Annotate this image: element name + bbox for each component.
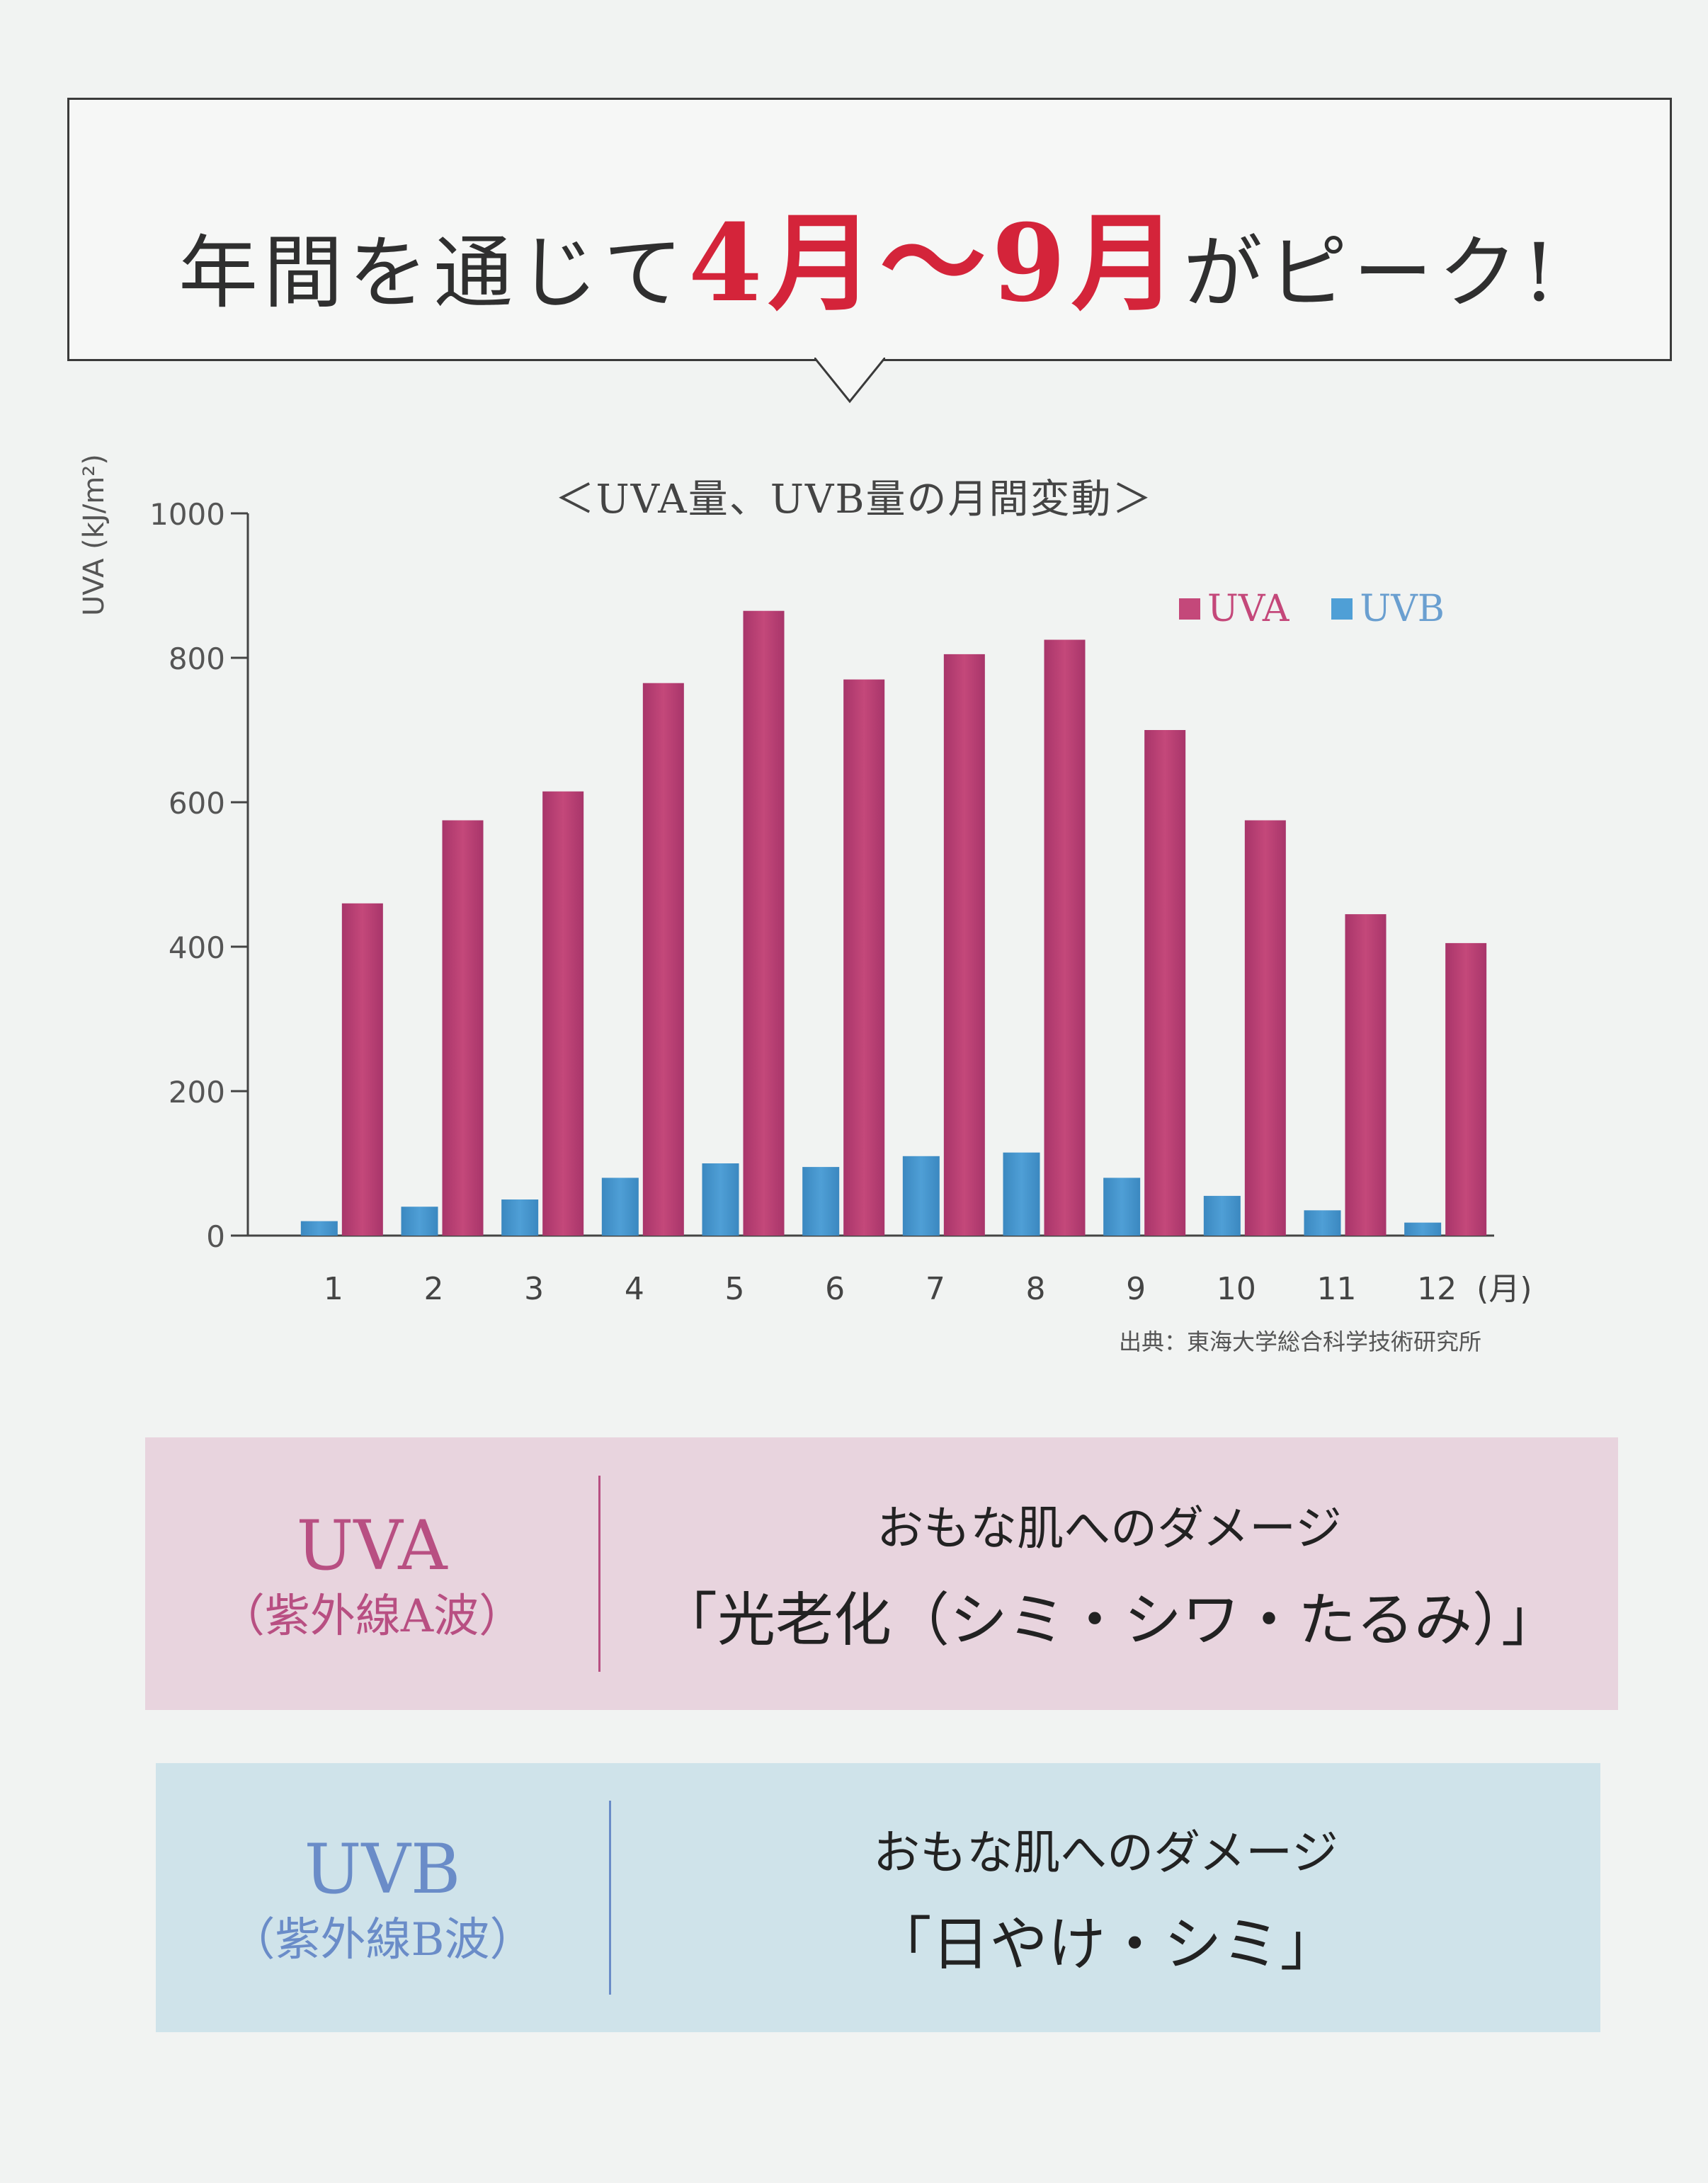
chart-title: ＜UVA量、UVB量の月間変動＞ <box>554 477 1154 523</box>
bar-uvb <box>1404 1222 1442 1236</box>
legend-label-uvb: UVB <box>1360 588 1445 630</box>
bar-uva <box>743 610 785 1236</box>
legend-swatch-uva <box>1179 598 1200 620</box>
headline-box: 年間を通じて4月～9月がピーク! <box>67 98 1672 361</box>
bar-uva <box>1044 639 1086 1236</box>
uva-damage-block: おもな肌へのダメージ 「光老化（シミ・シワ・たるみ）」 <box>600 1491 1618 1657</box>
bar-uvb <box>1103 1178 1141 1236</box>
uvb-divider <box>609 1801 611 1995</box>
x-tick-label: 2 <box>424 1271 444 1307</box>
legend-item-uvb: UVB <box>1331 588 1445 630</box>
x-tick-label: 6 <box>825 1271 845 1307</box>
headline-prefix: 年間を通じて <box>178 227 689 319</box>
uvb-name: UVB <box>304 1830 461 1909</box>
bar-uva <box>1144 730 1186 1236</box>
x-tick-label: 12 <box>1417 1271 1457 1307</box>
uvb-damage: 「日やけ・シミ」 <box>873 1910 1338 1978</box>
bar-uva <box>943 654 985 1236</box>
bar-uvb <box>802 1167 840 1236</box>
bar-uvb <box>1003 1152 1040 1236</box>
bar-uva <box>341 903 383 1236</box>
uvb-name-block: UVB （紫外線B波） <box>156 1827 609 1968</box>
uvb-info-box: UVB （紫外線B波） おもな肌へのダメージ 「日やけ・シミ」 <box>156 1763 1600 2032</box>
bar-uvb <box>601 1178 639 1236</box>
bar-uvb <box>300 1221 338 1236</box>
x-unit-label: (月) <box>1476 1271 1532 1307</box>
uva-info-box: UVA （紫外線A波） おもな肌へのダメージ 「光老化（シミ・シワ・たるみ）」 <box>145 1437 1618 1710</box>
y-tick-label: 1000 <box>149 497 225 532</box>
x-tick-label: 4 <box>625 1271 644 1307</box>
x-tick-label: 10 <box>1217 1271 1256 1307</box>
uva-name-full: （紫外線A波） <box>219 1590 525 1643</box>
headline-highlight: 4月～9月 <box>688 201 1183 326</box>
x-tick-label: 1 <box>324 1271 343 1307</box>
bar-uva <box>1445 942 1487 1236</box>
bar-uva <box>542 791 584 1236</box>
uvb-damage-block: おもな肌へのダメージ 「日やけ・シミ」 <box>611 1815 1600 1981</box>
bar-uvb <box>501 1199 539 1236</box>
legend-swatch-uvb <box>1331 598 1353 620</box>
bar-uva <box>1345 914 1387 1236</box>
x-tick-label: 7 <box>926 1271 945 1307</box>
x-tick-label: 3 <box>524 1271 544 1307</box>
bar-uvb <box>401 1207 438 1236</box>
bar-uvb <box>1304 1210 1341 1236</box>
headline-suffix: がピーク! <box>1183 227 1561 319</box>
bar-uva <box>843 679 885 1236</box>
x-tick-label: 5 <box>725 1271 745 1307</box>
y-tick-label: 800 <box>169 642 225 676</box>
x-tick-label: 8 <box>1026 1271 1046 1307</box>
legend: UVA UVB <box>1179 588 1445 630</box>
bar-uva <box>442 820 484 1236</box>
y-tick-label: 0 <box>206 1219 225 1254</box>
bar-uvb <box>702 1163 739 1236</box>
legend-item-uva: UVA <box>1179 588 1289 630</box>
bar-uvb <box>1203 1195 1241 1236</box>
x-tick-label: 9 <box>1126 1271 1146 1307</box>
x-tick-label: 11 <box>1317 1271 1357 1307</box>
headline: 年間を通じて4月～9月がピーク! <box>69 178 1670 331</box>
bar-uva <box>1244 820 1286 1236</box>
bar-uva <box>642 683 684 1236</box>
y-tick-label: 600 <box>169 786 225 821</box>
y-tick-label: 200 <box>169 1075 225 1110</box>
legend-label-uva: UVA <box>1207 588 1289 630</box>
y-tick-label: 400 <box>169 930 225 965</box>
bar-uvb <box>902 1156 940 1236</box>
uva-divider <box>598 1475 600 1672</box>
uvb-name-full: （紫外線B波） <box>229 1914 535 1966</box>
uva-caption: おもな肌へのダメージ <box>877 1501 1342 1556</box>
uva-name-block: UVA （紫外線A波） <box>145 1503 598 1645</box>
uvb-caption: おもな肌へのダメージ <box>873 1825 1338 1880</box>
source-credit: 出典：東海大学総合科学技術研究所 <box>1119 1328 1482 1355</box>
uva-name: UVA <box>296 1505 448 1585</box>
speech-tail <box>814 358 885 404</box>
uva-damage: 「光老化（シミ・シワ・たるみ）」 <box>659 1587 1559 1654</box>
